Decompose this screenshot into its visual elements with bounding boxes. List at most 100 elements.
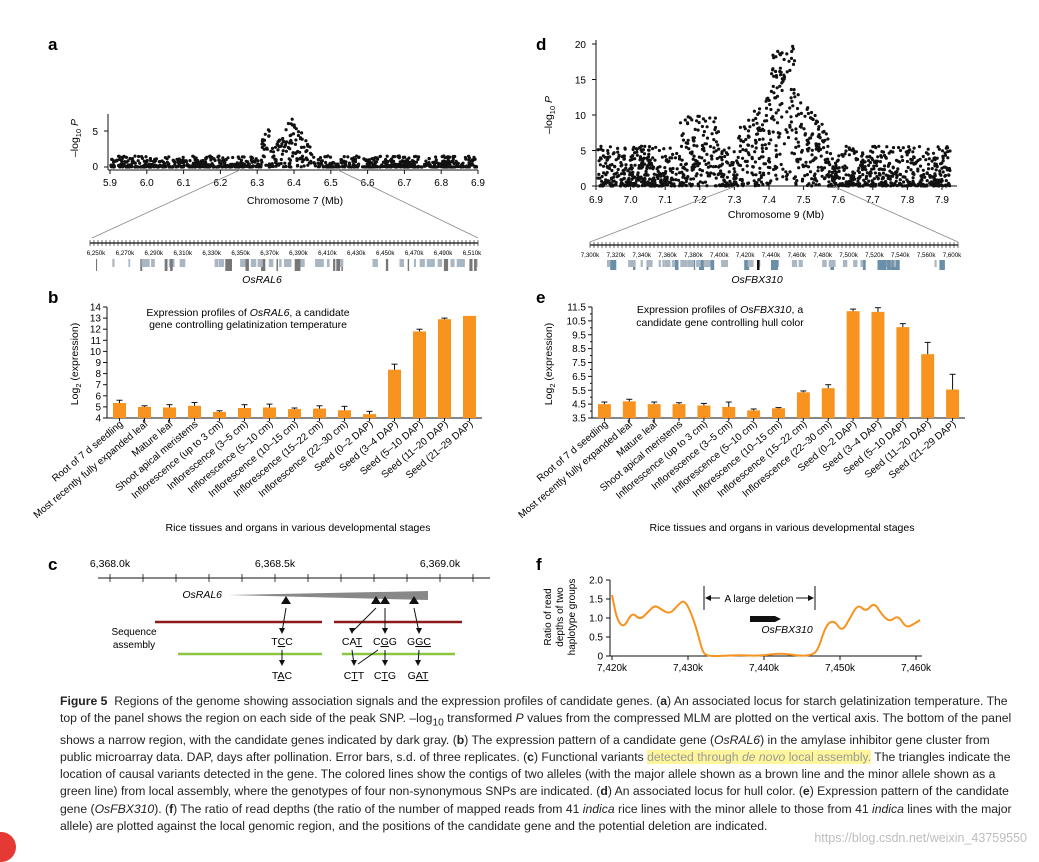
e-ytick-label: 7.5 bbox=[572, 358, 586, 369]
e-bar bbox=[622, 401, 636, 418]
a-zoom-tick: 6,410k bbox=[318, 250, 337, 257]
e-bar bbox=[871, 311, 885, 418]
b-bar bbox=[288, 409, 301, 418]
panel-b-bar-chart: Expression profiles of OsRAL6, a candida… bbox=[32, 303, 482, 534]
b-bar bbox=[413, 331, 426, 418]
d-zoom-tick: 7,560k bbox=[917, 252, 936, 259]
d-zoom-tick: 7,400k bbox=[710, 252, 729, 259]
f-ytick-label: 2.0 bbox=[589, 576, 603, 587]
d-zoom-tick: 7,300k bbox=[581, 252, 600, 259]
a-ylabel: –log10 P bbox=[69, 119, 83, 157]
watermark: https://blog.csdn.net/weixin_43759550 bbox=[814, 831, 1027, 845]
b-title-1: Expression profiles of OsRAL6, a candida… bbox=[146, 307, 349, 319]
e-bar bbox=[672, 404, 686, 418]
panel-a-manhattan: 5 0 –log10 P 5.9 6.0 6.1 6.2 6.3 6.4 6.5 6.6 6.7… bbox=[69, 114, 485, 286]
e-bar bbox=[821, 388, 835, 418]
caption-figure-number: Figure 5 bbox=[60, 694, 108, 708]
d-ylabel: –log10 P bbox=[543, 96, 557, 134]
d-ytick-label: 10 bbox=[575, 111, 587, 122]
c-variant-triangle-4 bbox=[409, 596, 419, 604]
d-xtick-label: 7.9 bbox=[935, 195, 949, 206]
panel-label-f: f bbox=[536, 555, 542, 574]
a-zoom-tick: 6,270k bbox=[116, 250, 135, 257]
f-ylabel-1: Ratio of read bbox=[543, 588, 554, 645]
b-ytick-label: 13 bbox=[90, 314, 102, 325]
e-bar bbox=[921, 354, 935, 418]
e-ytick-label: 11.5 bbox=[567, 303, 586, 314]
d-xtick-label: 7.0 bbox=[624, 195, 638, 206]
d-xtick-label: 7.4 bbox=[762, 195, 776, 206]
d-xticks: 6.9 7.0 7.1 7.2 7.3 7.4 7.5 7.6 7.7 7.8 7.9 bbox=[589, 186, 949, 206]
d-zoom-tick: 7,380k bbox=[684, 252, 703, 259]
a-xtick-label: 6.5 bbox=[324, 178, 338, 189]
b-bar bbox=[263, 407, 276, 418]
e-ylabel: Log2 (expression) bbox=[543, 323, 557, 405]
d-zoom-tick: 7,360k bbox=[658, 252, 677, 259]
c-major-codon: GGC bbox=[407, 636, 431, 648]
c-tick-2: 6,368.5k bbox=[255, 558, 296, 570]
d-zoom-tick: 7,540k bbox=[891, 252, 910, 259]
b-xlabel: Rice tissues and organs in various devel… bbox=[166, 522, 431, 534]
d-xtick-label: 7.8 bbox=[900, 195, 914, 206]
d-xtick-label: 7.7 bbox=[866, 195, 880, 206]
e-bar bbox=[772, 408, 785, 418]
c-minor-codon: TAC bbox=[272, 670, 293, 682]
d-zoom-tick: 7,520k bbox=[865, 252, 884, 259]
b-bar bbox=[188, 405, 201, 418]
panel-d-manhattan: 0 5 10 15 20 –log10 P 6.9 7.0 7.1 7.2 7.3 7.4 7.5 7… bbox=[543, 40, 962, 286]
a-xtick-label: 6.9 bbox=[471, 178, 485, 189]
e-bar bbox=[747, 410, 761, 418]
panel-label-c: c bbox=[48, 555, 57, 574]
panel-label-d: d bbox=[536, 35, 546, 54]
f-gene-name: OsFBX310 bbox=[761, 624, 813, 636]
c-codons: TCC TAC CAT CTT CGG CTG GGC GAT bbox=[271, 607, 431, 682]
b-ylabel: Log2 (expression) bbox=[69, 323, 83, 405]
b-bar bbox=[238, 408, 251, 418]
b-bar bbox=[388, 369, 401, 418]
e-ytick-label: 6.5 bbox=[572, 372, 586, 383]
f-xtick-label: 7,430k bbox=[673, 663, 704, 674]
b-bar bbox=[463, 315, 476, 418]
panel-c-assembly: 6,368.0k 6,368.5k 6,369.0k OsRAL6 Sequen… bbox=[90, 558, 490, 682]
a-zoom-tick: 6,310k bbox=[173, 250, 192, 257]
f-yticks: 0 0.5 1.0 1.5 2.0 bbox=[589, 576, 610, 663]
a-xtick-label: 5.9 bbox=[103, 178, 117, 189]
b-bar bbox=[213, 411, 226, 418]
f-ytick-label: 0.5 bbox=[589, 633, 603, 644]
f-ytick-label: 1.0 bbox=[589, 614, 603, 625]
b-title-2: gene controlling gelatinization temperat… bbox=[149, 319, 347, 331]
f-xtick-label: 7,440k bbox=[749, 663, 780, 674]
caption-highlight: detected through de novo local assembly. bbox=[647, 750, 872, 765]
d-ytick-label: 20 bbox=[575, 40, 587, 51]
a-xtick-label: 6.2 bbox=[213, 178, 227, 189]
e-bar bbox=[697, 405, 711, 418]
e-bar bbox=[647, 404, 661, 418]
b-ytick-label: 10 bbox=[90, 347, 102, 358]
a-zoom-tick: 6,370k bbox=[260, 250, 279, 257]
c-minor-codon: CTG bbox=[374, 670, 396, 682]
d-ytick-label: 5 bbox=[580, 147, 586, 158]
a-xtick-label: 6.6 bbox=[361, 178, 375, 189]
a-zoom-tick: 6,490k bbox=[434, 250, 453, 257]
b-ytick-label: 6 bbox=[95, 391, 101, 402]
d-zoom-tick: 7,600k bbox=[943, 252, 962, 259]
b-ytick-label: 14 bbox=[90, 303, 102, 314]
e-bar bbox=[946, 389, 960, 418]
f-xtick-label: 7,460k bbox=[901, 663, 932, 674]
e-xlabel: Rice tissues and organs in various devel… bbox=[650, 522, 915, 534]
d-ytick-label: 15 bbox=[575, 76, 587, 87]
d-gene-track: 7,300k 7,320k 7,340k 7,360k 7,380k 7,400k 7,42… bbox=[581, 242, 962, 270]
panel-label-b: b bbox=[48, 288, 58, 307]
f-ylabel-2: depths of two bbox=[555, 587, 566, 647]
a-scatter-points bbox=[109, 117, 479, 169]
d-zoom-tick: 7,480k bbox=[813, 252, 832, 259]
c-assembly-label-1: Sequence bbox=[111, 627, 156, 638]
c-minor-codon: CTT bbox=[344, 670, 365, 682]
a-zoom-tick: 6,330k bbox=[202, 250, 221, 257]
b-ytick-label: 11 bbox=[91, 336, 102, 347]
e-bar bbox=[796, 392, 810, 418]
a-gene-name: OsRAL6 bbox=[242, 274, 282, 286]
f-deletion-label: A large deletion bbox=[725, 594, 794, 605]
d-xtick-label: 7.1 bbox=[658, 195, 672, 206]
f-xtick-label: 7,420k bbox=[597, 663, 628, 674]
